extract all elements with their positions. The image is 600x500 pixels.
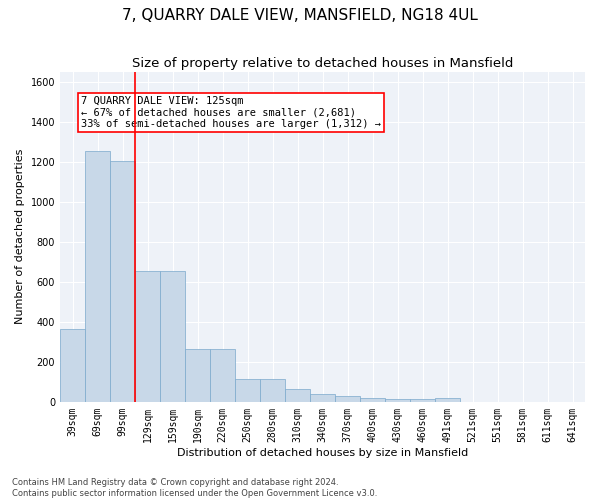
Bar [360,398,385,402]
Bar [210,349,235,402]
Bar [110,160,135,402]
X-axis label: Distribution of detached houses by size in Mansfield: Distribution of detached houses by size … [177,448,468,458]
Text: 7, QUARRY DALE VIEW, MANSFIELD, NG18 4UL: 7, QUARRY DALE VIEW, MANSFIELD, NG18 4UL [122,8,478,22]
Text: 7 QUARRY DALE VIEW: 125sqm
← 67% of detached houses are smaller (2,681)
33% of s: 7 QUARRY DALE VIEW: 125sqm ← 67% of deta… [81,96,381,129]
Bar [160,271,185,402]
Bar [60,329,85,402]
Bar [385,399,410,402]
Bar [435,398,460,402]
Y-axis label: Number of detached properties: Number of detached properties [15,149,25,324]
Bar [260,379,285,402]
Bar [285,389,310,402]
Bar [85,150,110,402]
Bar [235,379,260,402]
Bar [410,399,435,402]
Bar [135,271,160,402]
Bar [335,396,360,402]
Text: Contains HM Land Registry data © Crown copyright and database right 2024.
Contai: Contains HM Land Registry data © Crown c… [12,478,377,498]
Bar [310,394,335,402]
Title: Size of property relative to detached houses in Mansfield: Size of property relative to detached ho… [132,58,513,70]
Bar [185,349,210,402]
